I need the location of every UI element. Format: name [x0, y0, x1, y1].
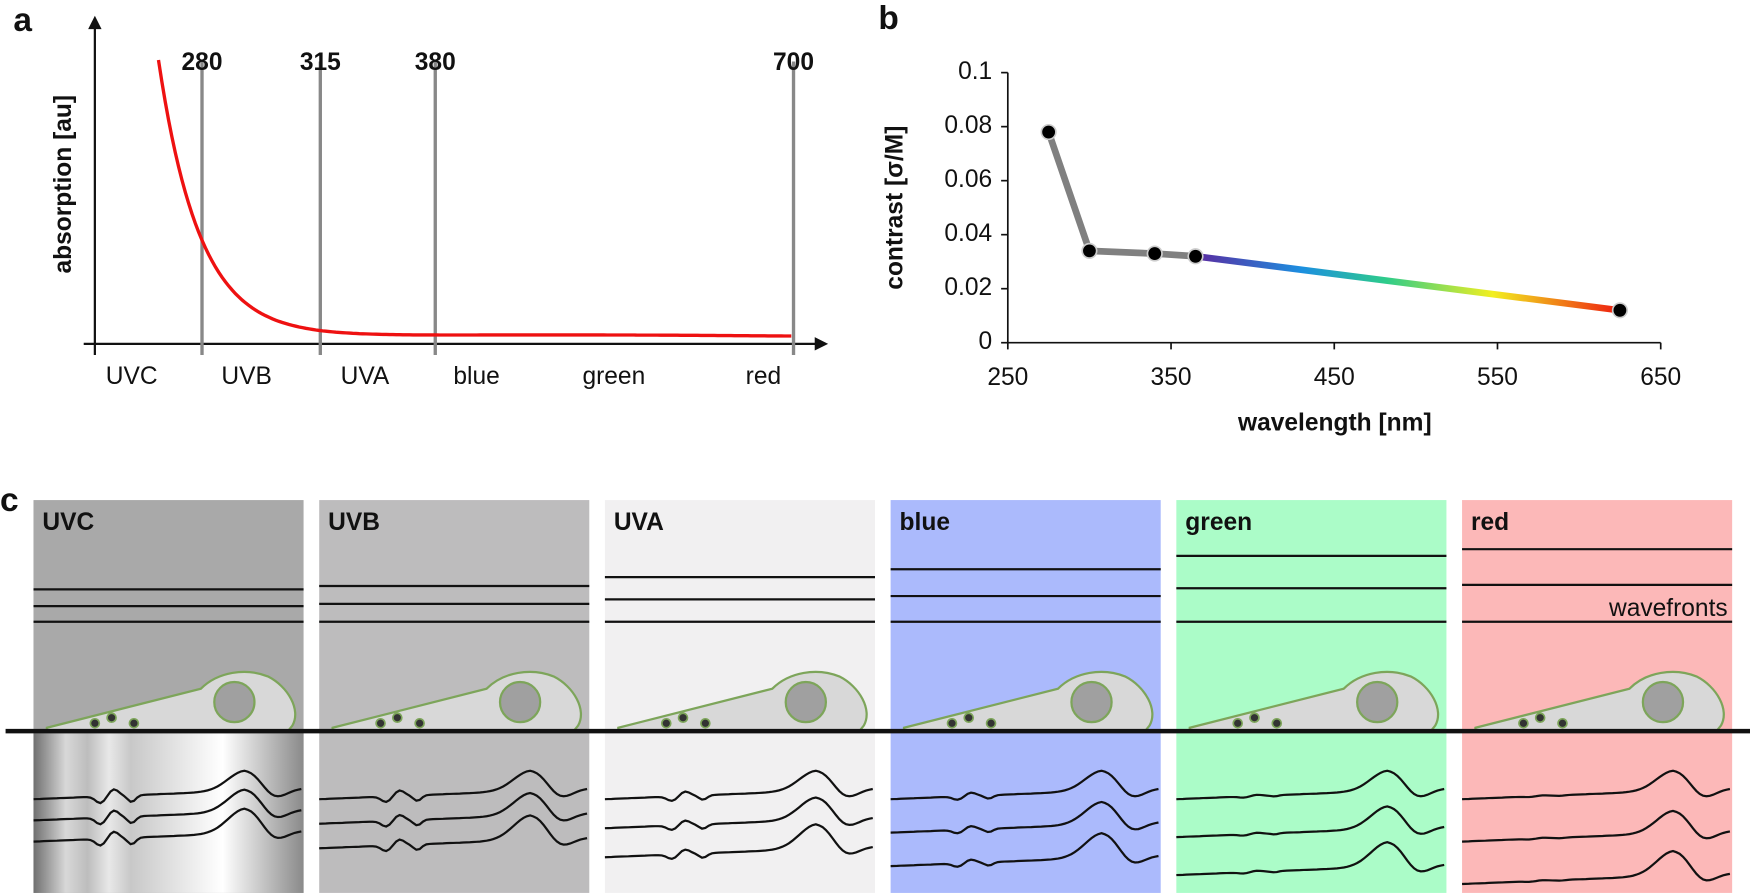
- band-label: green: [582, 363, 645, 390]
- y-tick-label: 0.08: [944, 112, 992, 139]
- nucleus: [213, 680, 256, 724]
- absorption-curve: [156, 59, 792, 338]
- band-label: red: [746, 363, 781, 390]
- organelle: [1518, 717, 1529, 729]
- organelle: [375, 717, 386, 729]
- organelle: [1557, 717, 1568, 729]
- y-label: absorption [au]: [50, 95, 77, 274]
- panel-letter: a: [13, 2, 32, 39]
- distorted-wavefront: [890, 832, 1159, 868]
- band-label: UVA: [341, 363, 390, 390]
- panel-letter: c: [0, 482, 19, 519]
- distorted-wavefront: [33, 807, 302, 847]
- arrow: [814, 337, 829, 351]
- wavelength-mark: 700: [773, 49, 814, 76]
- organelle: [106, 712, 117, 724]
- arrow: [88, 15, 102, 30]
- x-tick-label: 650: [1640, 364, 1681, 391]
- point: [1081, 242, 1098, 259]
- box-label: blue: [900, 509, 950, 536]
- organelle: [700, 717, 711, 729]
- organelle: [414, 717, 425, 729]
- organelle: [946, 717, 958, 729]
- distorted-wavefront: [890, 769, 1159, 801]
- spectrum-segment: [1195, 252, 1620, 314]
- distorted-wavefront: [604, 823, 873, 861]
- distorted-wavefront: [604, 796, 873, 832]
- wavefront-note: wavefronts: [1608, 595, 1728, 622]
- distorted-wavefront: [1462, 849, 1731, 886]
- organelle: [1249, 712, 1260, 724]
- y-tick-label: 0.02: [944, 274, 992, 301]
- wavelength-mark: 380: [415, 49, 456, 76]
- point: [1146, 245, 1163, 262]
- organelle: [963, 712, 975, 724]
- organelle: [1232, 717, 1244, 729]
- distorted-wavefront: [1462, 769, 1731, 801]
- y-tick-label: 0.06: [944, 166, 992, 193]
- panel-letter: b: [878, 0, 898, 37]
- wavelength-mark: 315: [300, 49, 341, 76]
- nucleus: [1070, 680, 1113, 724]
- y-label: contrast [σ/M]: [882, 126, 909, 290]
- band-label: UVB: [221, 363, 271, 390]
- distorted-wavefront: [604, 769, 873, 803]
- nucleus: [784, 680, 828, 724]
- distorted-wavefront: [1462, 809, 1731, 843]
- distorted-wavefront: [319, 791, 588, 828]
- distorted-wavefront: [319, 769, 588, 804]
- organelle: [660, 717, 672, 729]
- organelle: [89, 717, 101, 729]
- y-tick-label: 0: [979, 328, 993, 355]
- box-label: green: [1185, 509, 1252, 536]
- distorted-wavefront: [1176, 840, 1445, 877]
- nucleus: [1641, 680, 1685, 724]
- box-label: UVB: [328, 509, 380, 536]
- nucleus: [498, 680, 542, 724]
- distorted-wavefront: [1176, 805, 1445, 839]
- x-tick-label: 450: [1314, 364, 1355, 391]
- distorted-wavefront: [33, 788, 302, 826]
- distorted-wavefront: [319, 814, 588, 853]
- distorted-wavefront: [1176, 769, 1445, 801]
- organelle: [985, 717, 997, 729]
- x-tick-label: 250: [987, 364, 1028, 391]
- organelle: [392, 712, 403, 724]
- line: [1045, 130, 1196, 260]
- organelle: [1271, 717, 1283, 729]
- box-label: UVC: [42, 509, 94, 536]
- point: [1187, 248, 1204, 265]
- organelle: [677, 712, 689, 724]
- band-label: blue: [453, 363, 499, 390]
- x-tick-label: 350: [1151, 364, 1192, 391]
- x-label: wavelength [nm]: [1237, 410, 1432, 437]
- interference-shade: [33, 733, 304, 893]
- point: [1040, 123, 1057, 141]
- band-label: UVC: [106, 363, 158, 390]
- organelle: [1534, 712, 1546, 724]
- wavelength-mark: 280: [182, 49, 223, 76]
- nucleus: [1356, 680, 1399, 724]
- distorted-wavefront: [890, 800, 1159, 835]
- x-tick-label: 550: [1477, 364, 1518, 391]
- box-label: red: [1471, 509, 1509, 536]
- box-label: UVA: [614, 509, 664, 536]
- point: [1611, 302, 1628, 319]
- organelle: [128, 717, 140, 729]
- y-tick-label: 0.04: [944, 220, 992, 247]
- distorted-wavefront: [33, 769, 302, 805]
- y-tick-label: 0.1: [958, 58, 992, 85]
